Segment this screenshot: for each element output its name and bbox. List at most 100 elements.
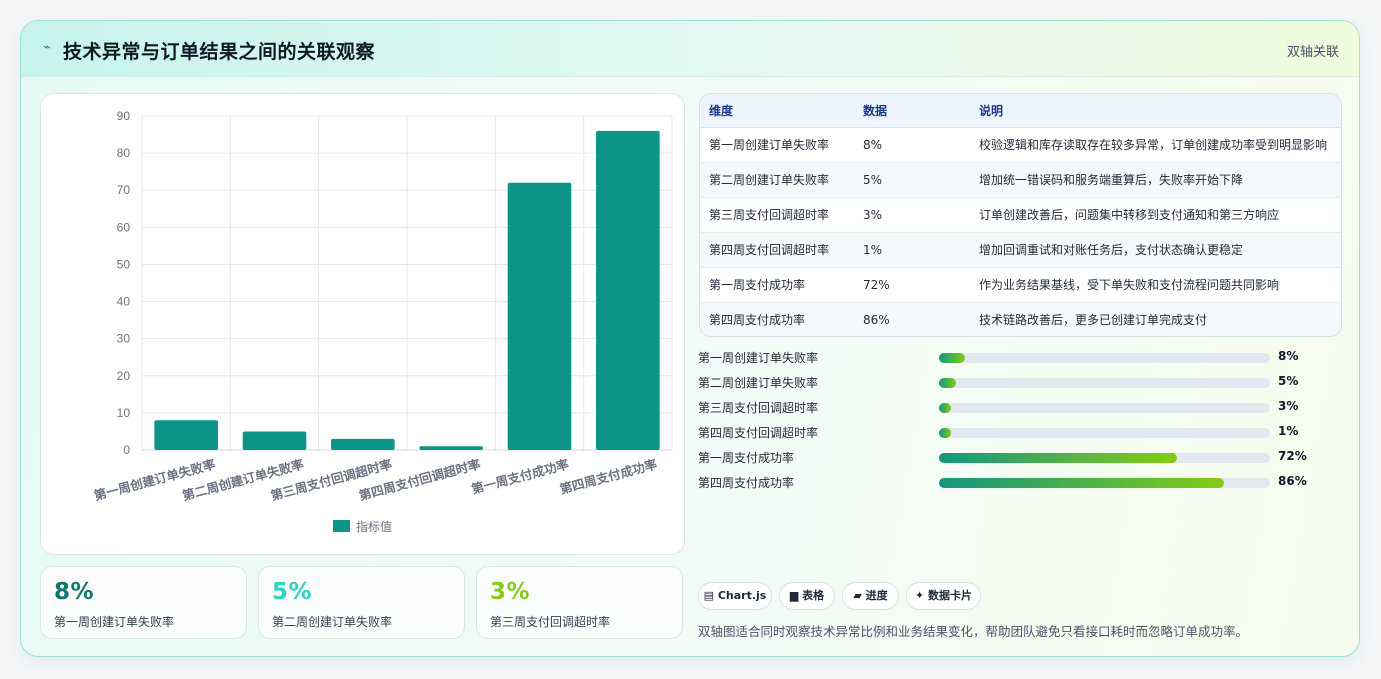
y-tick-label: 60 xyxy=(117,220,131,234)
cell-note: 增加回调重试和对账任务后，支付状态确认更稳定 xyxy=(970,232,1341,268)
progress-label: 第三周支付回调超时率 xyxy=(698,401,819,415)
kpi-value: 8% xyxy=(54,579,95,605)
x-tick-label: 第四周支付成功率 xyxy=(558,456,659,497)
cell-dimension: 第一周支付成功率 xyxy=(700,267,854,303)
progress-fill xyxy=(939,403,951,413)
y-tick-label: 0 xyxy=(123,443,130,457)
progress-value: 8% xyxy=(1278,349,1299,363)
table-row: 第一周支付成功率 72% 作为业务结果基线，受下单失败和支付流程问题共同影响 xyxy=(700,267,1341,303)
progress-fill xyxy=(939,478,1224,488)
cell-note: 订单创建改善后，问题集中转移到支付通知和第三方响应 xyxy=(970,197,1341,233)
kpi-card-2: 5% 第二周创建订单失败率 xyxy=(258,566,465,639)
page-title: 技术异常与订单结果之间的关联观察 xyxy=(63,41,376,63)
cell-data: 86% xyxy=(854,302,970,336)
table-row: 第三周支付回调超时率 3% 订单创建改善后，问题集中转移到支付通知和第三方响应 xyxy=(700,197,1341,233)
chip-progress[interactable]: ▰ 进度 xyxy=(842,582,899,610)
cell-data: 1% xyxy=(854,232,970,268)
cell-data: 72% xyxy=(854,267,970,303)
progress-track xyxy=(939,428,1270,438)
progress-row: 第二周创建订单失败率 5% xyxy=(698,371,1318,391)
x-tick-label: 第一周支付成功率 xyxy=(470,456,571,497)
y-tick-label: 80 xyxy=(117,146,131,160)
cell-dimension: 第二周创建订单失败率 xyxy=(700,162,854,198)
kpi-card-1: 8% 第一周创建订单失败率 xyxy=(40,566,247,639)
kpi-value: 5% xyxy=(272,579,313,605)
progress-track xyxy=(939,353,1270,363)
y-tick-label: 20 xyxy=(117,369,131,383)
cell-data: 8% xyxy=(854,127,970,163)
cell-dimension: 第三周支付回调超时率 xyxy=(700,197,854,233)
y-tick-label: 90 xyxy=(117,109,131,123)
card-header: ⌁ 技术异常与订单结果之间的关联观察 双轴关联 xyxy=(21,21,1359,77)
progress-label: 第四周支付成功率 xyxy=(698,476,795,490)
cell-note: 作为业务结果基线，受下单失败和支付流程问题共同影响 xyxy=(970,267,1341,303)
progress-track xyxy=(939,403,1270,413)
progress-row: 第一周创建订单失败率 8% xyxy=(698,346,1318,366)
table-row: 第一周创建订单失败率 8% 校验逻辑和库存读取存在较多异常，订单创建成功率受到明… xyxy=(700,127,1341,163)
kpi-card-3: 3% 第三周支付回调超时率 xyxy=(476,566,683,639)
header-tag: 双轴关联 xyxy=(1286,45,1339,60)
bar xyxy=(419,446,483,450)
progress-label: 第四周支付回调超时率 xyxy=(698,426,819,440)
table-row: 第四周支付回调超时率 1% 增加回调重试和对账任务后，支付状态确认更稳定 xyxy=(700,232,1341,268)
bar xyxy=(507,182,572,451)
y-tick-label: 40 xyxy=(117,295,131,309)
progress-track xyxy=(939,378,1270,388)
cell-note: 技术链路改善后，更多已创建订单完成支付 xyxy=(970,302,1341,336)
progress-row: 第四周支付成功率 86% xyxy=(698,471,1318,491)
legend-label: 指标值 xyxy=(356,519,392,534)
kpi-label: 第三周支付回调超时率 xyxy=(490,615,611,629)
table-header-row: 维度 数据 说明 xyxy=(700,94,1341,128)
y-tick-label: 30 xyxy=(117,332,131,346)
progress-value: 72% xyxy=(1278,449,1307,463)
progress-label: 第一周支付成功率 xyxy=(698,451,795,465)
progress-value: 1% xyxy=(1278,424,1299,438)
bar xyxy=(154,420,218,450)
progress-label: 第二周创建订单失败率 xyxy=(698,376,819,390)
chip-table[interactable]: ▆ 表格 xyxy=(779,582,835,610)
progress-label: 第一周创建订单失败率 xyxy=(698,351,819,365)
metrics-table: 维度 数据 说明 第一周创建订单失败率 8% 校验逻辑和库存读取存在较多异常，订… xyxy=(699,93,1342,337)
progress-row: 第一周支付成功率 72% xyxy=(698,446,1318,466)
cell-data: 3% xyxy=(854,197,970,233)
progress-fill xyxy=(939,428,951,438)
column-header: 数据 xyxy=(854,94,970,128)
progress-value: 3% xyxy=(1278,399,1299,413)
progress-track xyxy=(939,453,1270,463)
dashboard-card: ⌁ 技术异常与订单结果之间的关联观察 双轴关联 0 10 20 30 40 50 60 70 8… xyxy=(20,20,1360,657)
cell-dimension: 第一周创建订单失败率 xyxy=(700,127,854,163)
progress-track xyxy=(939,478,1270,488)
cell-dimension: 第四周支付成功率 xyxy=(700,302,854,336)
progress-row: 第四周支付回调超时率 1% xyxy=(698,421,1318,441)
progress-value: 5% xyxy=(1278,374,1299,388)
kpi-label: 第一周创建订单失败率 xyxy=(54,615,175,629)
bolt-icon: ⌁ xyxy=(43,40,51,55)
y-tick-label: 70 xyxy=(117,183,131,197)
kpi-value: 3% xyxy=(490,579,531,605)
progress-fill xyxy=(939,353,966,363)
table-row: 第四周支付成功率 86% 技术链路改善后，更多已创建订单完成支付 xyxy=(700,302,1341,336)
y-tick-label: 50 xyxy=(117,257,131,271)
bar xyxy=(596,130,660,450)
bar-chart: 0102030405060708090第一周创建订单失败率第二周创建订单失败率第… xyxy=(92,109,673,534)
progress-fill xyxy=(939,453,1178,463)
chip-data-card[interactable]: ✦ 数据卡片 xyxy=(906,582,981,610)
cell-note: 增加统一错误码和服务端重算后，失败率开始下降 xyxy=(970,162,1341,198)
y-tick-label: 10 xyxy=(117,406,131,420)
footnote: 双轴图适合同时观察技术异常比例和业务结果变化，帮助团队避免只看接口耗时而忽略订单… xyxy=(698,624,1249,639)
kpi-label: 第二周创建订单失败率 xyxy=(272,615,393,629)
progress-row: 第三周支付回调超时率 3% xyxy=(698,396,1318,416)
table-row: 第二周创建订单失败率 5% 增加统一错误码和服务端重算后，失败率开始下降 xyxy=(700,162,1341,198)
cell-data: 5% xyxy=(854,162,970,198)
progress-value: 86% xyxy=(1278,474,1307,488)
progress-fill xyxy=(939,378,956,388)
cell-note: 校验逻辑和库存读取存在较多异常，订单创建成功率受到明显影响 xyxy=(970,127,1341,163)
bar xyxy=(331,438,395,450)
bar-chart-panel: 0 10 20 30 40 50 60 70 80 90 第一周创建订单失败率 第二周创建订单失败率第… xyxy=(40,93,685,555)
chip-chartjs[interactable]: ▤ Chart.js xyxy=(698,582,772,610)
legend-swatch xyxy=(333,520,350,532)
column-header: 维度 xyxy=(700,94,854,128)
cell-dimension: 第四周支付回调超时率 xyxy=(700,232,854,268)
column-header: 说明 xyxy=(970,94,1341,128)
bar xyxy=(242,431,307,450)
